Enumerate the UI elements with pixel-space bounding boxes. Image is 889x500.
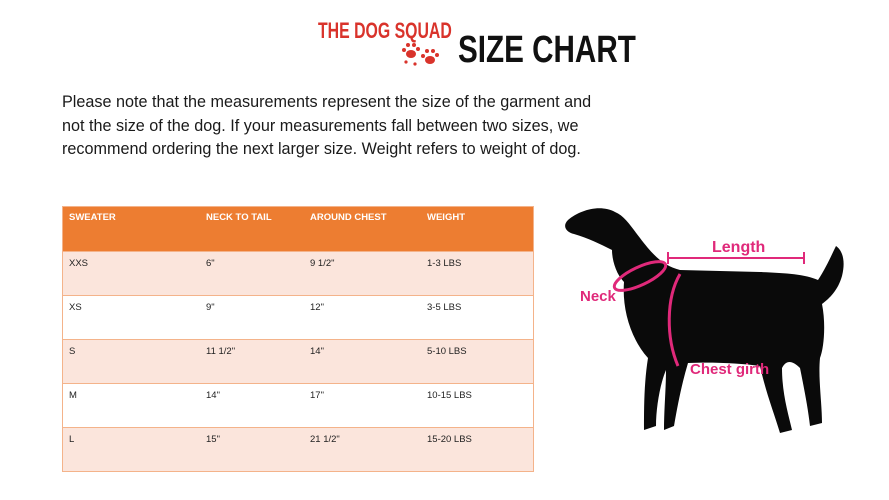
brand-name: THE DOG SQUAD bbox=[318, 18, 452, 43]
table-cell: 5-10 LBS bbox=[421, 339, 534, 384]
table-cell: 14" bbox=[304, 339, 421, 384]
table-cell: 12" bbox=[304, 295, 421, 340]
table-cell: 9" bbox=[200, 295, 304, 340]
size-table: SWEATER NECK TO TAIL AROUND CHEST WEIGHT… bbox=[62, 206, 534, 472]
table-cell: 17" bbox=[304, 383, 421, 428]
table-cell: 6" bbox=[200, 251, 304, 296]
table-cell: 1-3 LBS bbox=[421, 251, 534, 296]
column-header: NECK TO TAIL bbox=[200, 206, 304, 252]
chest-marker bbox=[667, 273, 682, 367]
neck-label: Neck bbox=[580, 288, 617, 305]
table-cell: 14" bbox=[200, 383, 304, 428]
table-cell: 9 1/2" bbox=[304, 251, 421, 296]
table-cell: S bbox=[62, 339, 200, 384]
paw-prints-icon bbox=[402, 43, 439, 66]
table-cell: L bbox=[62, 427, 200, 472]
table-row: L 15" 21 1/2" 15-20 LBS bbox=[62, 427, 534, 472]
table-cell: 11 1/2" bbox=[200, 339, 304, 384]
table-cell: 15" bbox=[200, 427, 304, 472]
table-cell: 3-5 LBS bbox=[421, 295, 534, 340]
table-row: S 11 1/2" 14" 5-10 LBS bbox=[62, 339, 534, 384]
column-header: WEIGHT bbox=[421, 206, 534, 252]
dog-measurement-diagram: Length Neck Chest girth bbox=[565, 208, 844, 433]
table-row: XS 9" 12" 3-5 LBS bbox=[62, 295, 534, 340]
table-cell: M bbox=[62, 383, 200, 428]
brand-logo: THE DOG SQUAD bbox=[318, 18, 452, 68]
size-note: Please note that the measurements repres… bbox=[62, 93, 592, 158]
dog-silhouette bbox=[565, 208, 844, 433]
table-cell: 15-20 LBS bbox=[421, 427, 534, 472]
table-row: M 14" 17" 10-15 LBS bbox=[62, 383, 534, 428]
chest-girth-label: Chest girth bbox=[690, 361, 769, 378]
table-header: SWEATER NECK TO TAIL AROUND CHEST WEIGHT bbox=[62, 206, 534, 252]
column-header: SWEATER bbox=[62, 206, 200, 252]
column-header: AROUND CHEST bbox=[304, 206, 421, 252]
table-cell: XS bbox=[62, 295, 200, 340]
table-row: XXS 6" 9 1/2" 1-3 LBS bbox=[62, 251, 534, 296]
neck-marker bbox=[612, 260, 668, 292]
table-cell: 10-15 LBS bbox=[421, 383, 534, 428]
table-cell: XXS bbox=[62, 251, 200, 296]
length-label: Length bbox=[712, 239, 765, 256]
table-cell: 21 1/2" bbox=[304, 427, 421, 472]
page-title: SIZE CHART bbox=[458, 29, 636, 71]
